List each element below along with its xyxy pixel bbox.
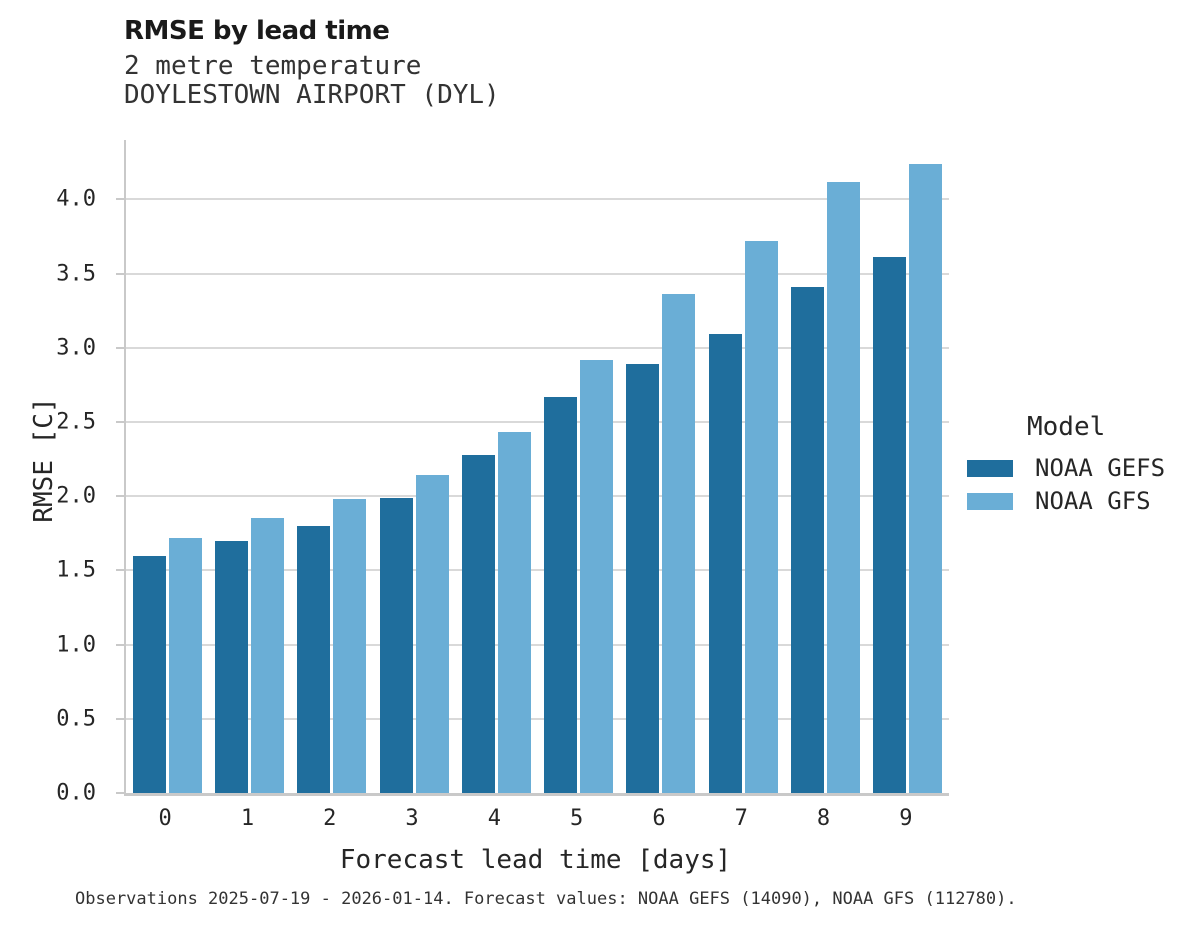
y-tick-mark-3.5: [116, 272, 124, 275]
bar-noaa-gefs-day-9: [873, 257, 907, 793]
x-tick-label-4: 4: [487, 806, 501, 831]
y-tick-mark-1.5: [116, 569, 124, 572]
gridline-y-3.0: [126, 346, 949, 349]
legend-title: Model: [1027, 412, 1106, 442]
legend-swatch-icon: [967, 459, 1013, 477]
y-tick-mark-1.0: [116, 643, 124, 646]
bar-noaa-gefs-day-4: [461, 454, 495, 793]
y-tick-label-2.5: 2.5: [56, 409, 96, 435]
chart-title: RMSE by lead time: [124, 16, 390, 46]
gridline-y-2.0: [126, 495, 949, 498]
y-tick-label-3.0: 3.0: [56, 335, 96, 361]
legend-swatch-icon: [967, 492, 1013, 510]
gridline-y-1.5: [126, 569, 949, 572]
bar-noaa-gfs-day-8: [827, 181, 861, 793]
y-tick-mark-2.0: [116, 495, 124, 498]
bar-noaa-gfs-day-7: [744, 240, 778, 793]
x-tick-label-3: 3: [405, 806, 419, 831]
y-tick-mark-2.5: [116, 420, 124, 423]
bar-noaa-gefs-day-6: [626, 364, 660, 793]
bar-noaa-gefs-day-8: [791, 286, 825, 793]
y-tick-label-2.0: 2.0: [56, 483, 96, 509]
bar-noaa-gfs-day-9: [909, 163, 943, 793]
bar-noaa-gefs-day-7: [708, 334, 742, 793]
legend-label: NOAA GEFS: [1035, 454, 1166, 482]
y-tick-label-1.5: 1.5: [56, 557, 96, 583]
gridline-y-1.0: [126, 643, 949, 646]
bar-noaa-gfs-day-3: [415, 475, 449, 793]
bar-noaa-gefs-day-5: [544, 396, 578, 793]
x-tick-label-1: 1: [240, 806, 255, 831]
x-axis-tick-labels: 0 1 2 3 4 5 6 7 8 9: [124, 806, 947, 836]
bar-noaa-gfs-day-1: [250, 518, 284, 793]
legend-item-noaa-gefs: NOAA GEFS: [967, 454, 1165, 482]
y-tick-label-4.0: 4.0: [56, 186, 96, 212]
x-tick-label-9: 9: [899, 806, 913, 831]
plot-area: [116, 140, 949, 796]
bar-noaa-gfs-day-4: [497, 432, 531, 793]
bar-noaa-gefs-day-2: [297, 525, 331, 793]
footnote-caption: Observations 2025-07-19 - 2026-01-14. Fo…: [75, 889, 1017, 909]
bar-noaa-gfs-day-0: [168, 537, 202, 793]
bar-noaa-gefs-day-0: [132, 555, 166, 793]
gridline-y-0.5: [126, 717, 949, 720]
legend-label: NOAA GFS: [1035, 487, 1151, 515]
bar-noaa-gfs-day-2: [333, 499, 367, 793]
y-tick-mark-0.0: [116, 792, 124, 794]
x-tick-label-5: 5: [570, 806, 584, 831]
x-axis-title: Forecast lead time [days]: [339, 845, 732, 875]
x-tick-label-6: 6: [652, 806, 666, 831]
x-tick-label-7: 7: [734, 806, 748, 831]
bar-noaa-gefs-day-1: [214, 540, 248, 793]
y-tick-label-3.5: 3.5: [56, 261, 96, 287]
bar-noaa-gfs-day-5: [580, 359, 614, 793]
gridline-y-2.5: [126, 420, 949, 423]
x-tick-label-0: 0: [158, 806, 172, 831]
x-tick-label-8: 8: [816, 806, 831, 831]
gridline-y-3.5: [126, 272, 949, 275]
x-tick-label-2: 2: [323, 806, 337, 831]
bar-noaa-gfs-day-6: [662, 294, 696, 793]
y-tick-mark-3.0: [116, 346, 124, 349]
y-tick-label-0.5: 0.5: [56, 706, 96, 732]
chart-subtitle-variable: 2 metre temperature: [124, 51, 422, 81]
bar-noaa-gefs-day-3: [379, 497, 413, 793]
legend-item-noaa-gfs: NOAA GFS: [967, 487, 1151, 515]
y-tick-label-1.0: 1.0: [56, 632, 96, 658]
y-axis-tick-labels: 0.0 0.5 1.0 1.5 2.0 2.5 3.0 3.5 4.0: [0, 140, 110, 806]
y-tick-label-0.0: 0.0: [56, 780, 96, 806]
y-tick-mark-4.0: [116, 198, 124, 201]
chart-subtitle-station: DOYLESTOWN AIRPORT (DYL): [124, 80, 500, 110]
gridline-y-4.0: [126, 198, 949, 201]
y-tick-mark-0.5: [116, 717, 124, 720]
